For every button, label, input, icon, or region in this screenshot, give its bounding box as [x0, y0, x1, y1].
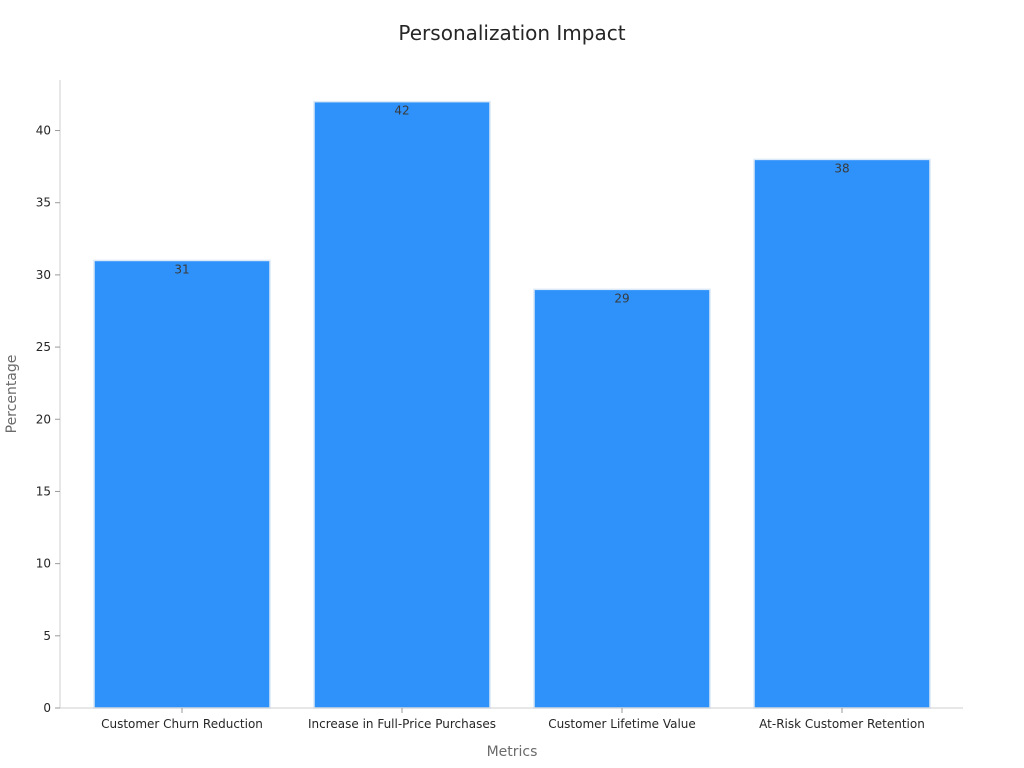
bars [93, 100, 931, 709]
y-tick-label: 10 [36, 557, 51, 571]
y-tick-label: 35 [36, 196, 51, 210]
bar [753, 158, 931, 709]
x-tick-label: Customer Lifetime Value [548, 717, 696, 731]
chart-title: Personalization Impact [398, 21, 625, 45]
bar [93, 259, 271, 709]
y-axis-label: Percentage [4, 355, 20, 434]
y-tick-label: 40 [36, 124, 51, 138]
bar [533, 288, 711, 709]
x-tick-label: At-Risk Customer Retention [759, 717, 925, 731]
y-tick-label: 20 [36, 412, 51, 426]
x-axis-label: Metrics [487, 744, 538, 760]
bar-value-label: 38 [834, 161, 849, 175]
data-labels: 31 42 29 38 [174, 104, 849, 306]
bar-value-label: 42 [394, 104, 409, 118]
bar [313, 100, 491, 709]
y-tick-label: 30 [36, 268, 51, 282]
x-tick-label: Customer Churn Reduction [101, 717, 263, 731]
y-tick-label: 5 [43, 629, 51, 643]
bar-value-label: 31 [174, 262, 189, 276]
axes: 0 5 10 15 20 25 30 35 40 Customer Churn Reduction… [36, 80, 963, 731]
x-tick-label: Increase in Full-Price Purchases [308, 717, 496, 731]
bar-value-label: 29 [614, 291, 629, 305]
y-tick-label: 25 [36, 340, 51, 354]
y-tick-label: 15 [36, 484, 51, 498]
y-tick-label: 0 [43, 701, 51, 715]
